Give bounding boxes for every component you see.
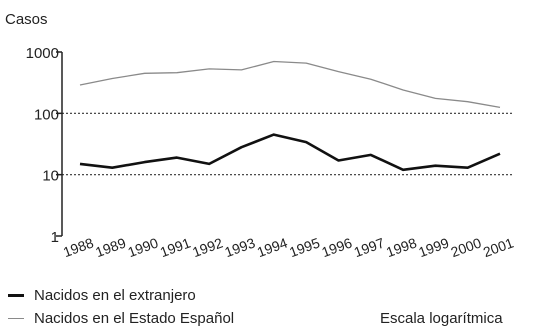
y-axis-label: Casos (5, 11, 48, 28)
x-tick-label: 2000 (449, 234, 484, 260)
y-tick-label: 100 (34, 106, 59, 123)
x-tick-label: 1988 (61, 234, 96, 260)
y-ticks: 1 10 100 1000 (26, 45, 62, 246)
x-tick-label: 1995 (287, 234, 322, 260)
series-line-domestic (79, 60, 501, 109)
x-tick-label: 1994 (255, 234, 290, 260)
x-tick-label: 1996 (319, 234, 354, 260)
x-tick-label: 1990 (126, 234, 161, 260)
x-tick-label: 1992 (190, 234, 225, 260)
scale-note: Escala logarítmica (380, 310, 503, 327)
x-ticks: 1988198919901991199219931994199519961997… (61, 234, 516, 260)
x-tick-label: 1999 (416, 234, 451, 260)
x-tick-label: 1991 (158, 234, 193, 260)
legend-item-domestic: Nacidos en el Estado Español (8, 310, 234, 327)
series-line-foreign (79, 133, 501, 172)
y-tick-label: 1000 (26, 45, 59, 62)
x-tick-label: 1993 (222, 234, 257, 260)
legend-swatch-foreign (8, 294, 24, 297)
series-lines (79, 60, 501, 172)
x-tick-label: 1997 (352, 234, 387, 260)
x-tick-label: 1989 (93, 234, 128, 260)
x-tick-label: 2001 (481, 234, 516, 260)
gridlines (62, 112, 512, 176)
legend-label-foreign: Nacidos en el extranjero (34, 287, 196, 304)
y-tick-label: 1 (51, 229, 59, 246)
legend-item-foreign: Nacidos en el extranjero (8, 287, 196, 304)
y-tick-label: 10 (42, 168, 59, 185)
x-tick-label: 1998 (384, 234, 419, 260)
legend-label-domestic: Nacidos en el Estado Español (34, 310, 235, 327)
legend-swatch-domestic (8, 318, 24, 319)
